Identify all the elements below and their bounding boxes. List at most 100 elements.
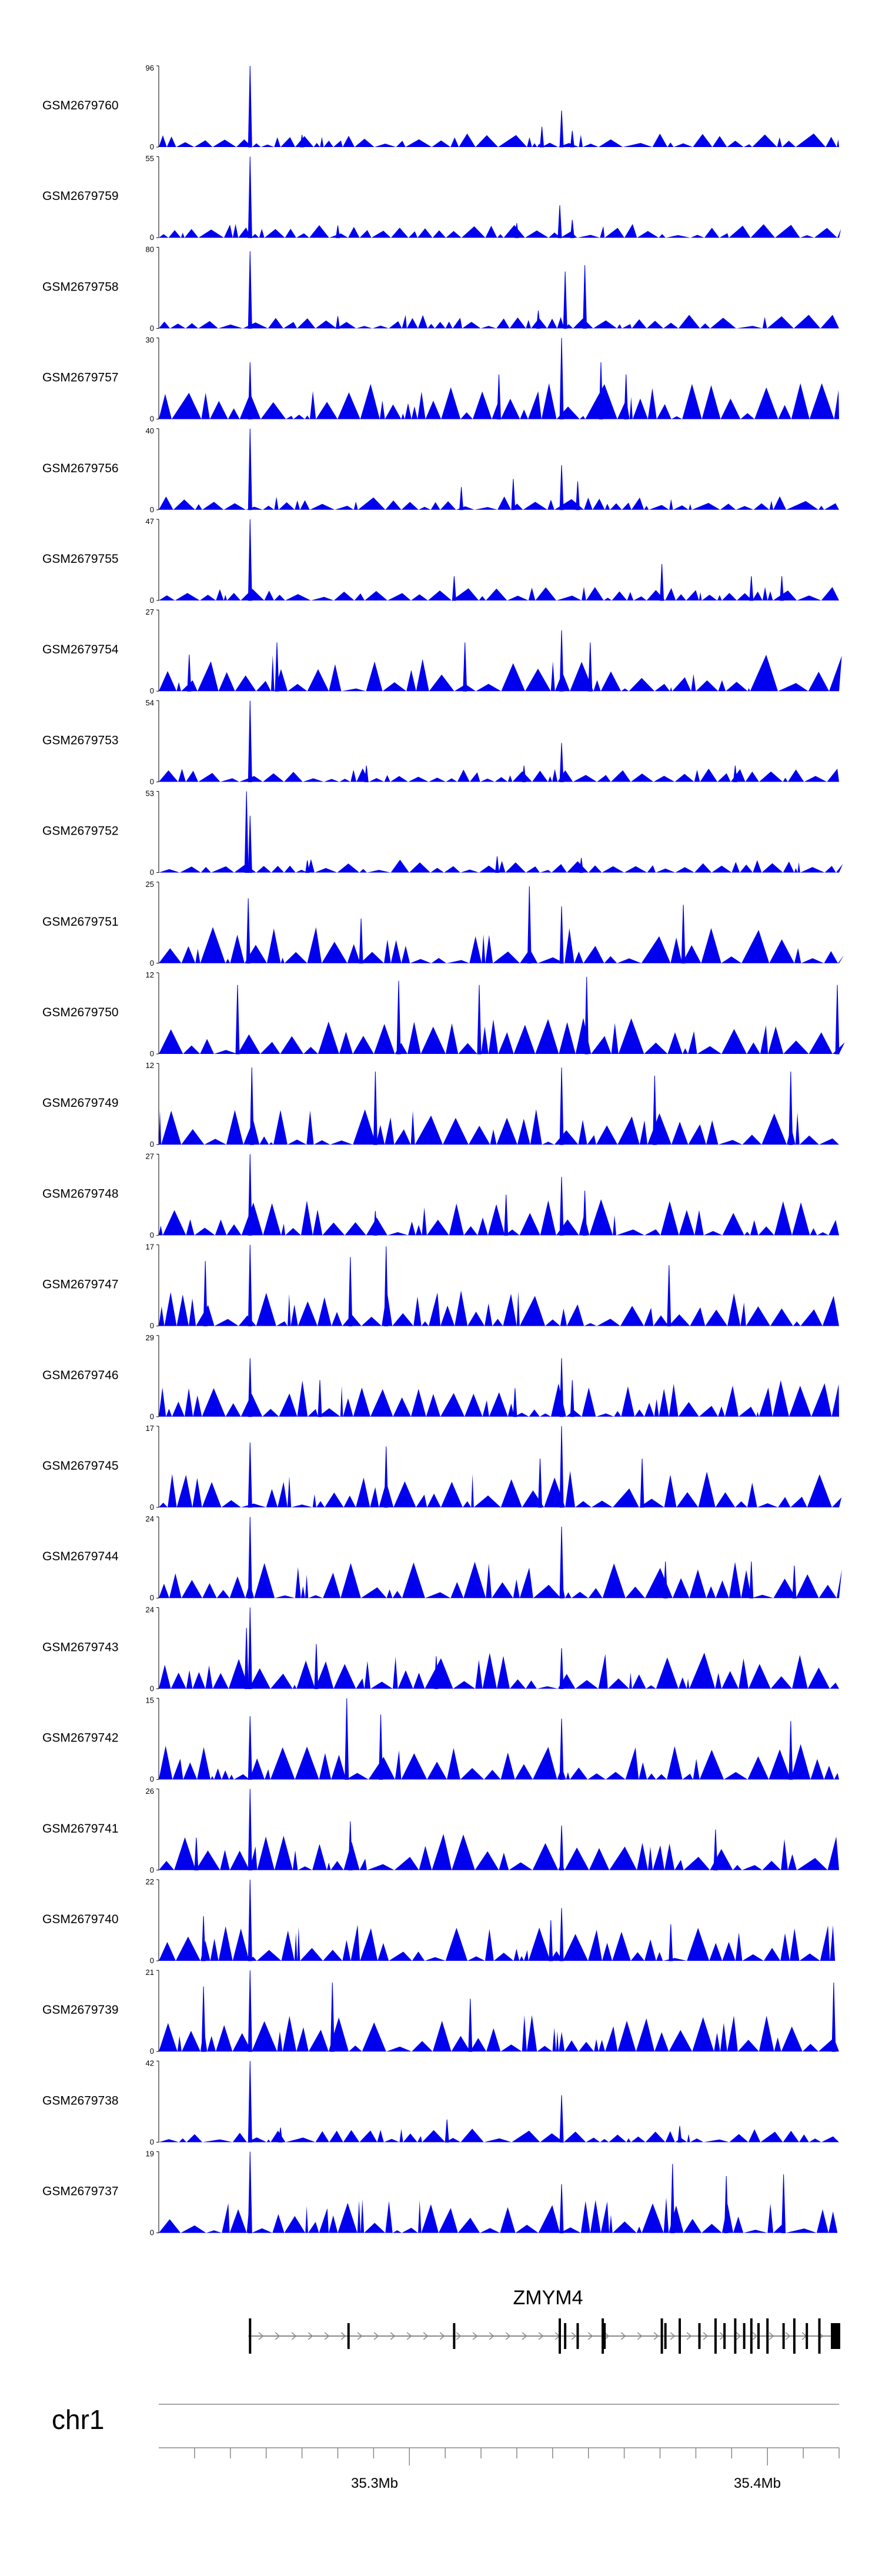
gene-exon xyxy=(602,2318,604,2354)
track-label: GSM2679745 xyxy=(42,1459,119,1473)
track-peak xyxy=(248,1442,252,1508)
track-ymin-label: 0 xyxy=(150,1230,154,1239)
track-GSM2679752: GSM2679752 53 0 xyxy=(42,789,843,877)
track-label: GSM2679737 xyxy=(42,2185,119,2198)
track-peak xyxy=(559,630,564,692)
track-GSM2679751: GSM2679751 25 0 xyxy=(42,880,844,967)
gene-strand-arrow xyxy=(489,2332,495,2340)
track-peak xyxy=(248,1607,252,1689)
track-label: GSM2679738 xyxy=(42,2094,119,2107)
track-peak xyxy=(559,1426,564,1508)
track-GSM2679739: GSM2679739 21 0 xyxy=(42,1968,839,2056)
gene-exon xyxy=(576,2323,579,2349)
gene-strand-arrow xyxy=(472,2332,478,2340)
track-GSM2679744: GSM2679744 24 0 xyxy=(42,1514,842,1602)
track-peak xyxy=(559,1526,564,1599)
gene-utr-block xyxy=(831,2323,840,2349)
track-peak xyxy=(537,1459,543,1508)
track-GSM2679742: GSM2679742 15 0 xyxy=(42,1696,839,1784)
track-peak xyxy=(789,1721,793,1780)
track-signal-area xyxy=(159,927,844,963)
gene-strand-arrow xyxy=(291,2332,297,2340)
track-peak xyxy=(248,1788,252,1871)
gene-strand-arrow xyxy=(390,2332,396,2340)
track-label: GSM2679743 xyxy=(42,1640,119,1654)
track-ymax-label: 15 xyxy=(146,1696,154,1705)
gene-strand-arrow xyxy=(686,2332,692,2340)
track-peak xyxy=(733,765,737,782)
track-peak xyxy=(359,918,363,964)
track-peak xyxy=(559,1908,564,1961)
gene-exon xyxy=(723,2323,726,2349)
track-ymax-label: 12 xyxy=(146,1061,154,1070)
gene-strand-arrow xyxy=(785,2332,791,2340)
track-peak xyxy=(248,700,252,782)
track-signal-area xyxy=(159,655,842,692)
gene-strand-arrow xyxy=(340,2332,346,2340)
gene-exon xyxy=(734,2318,737,2354)
gene-strand-arrow xyxy=(571,2332,577,2340)
track-peak xyxy=(275,642,279,692)
track-ymax-label: 19 xyxy=(146,2150,154,2158)
track-GSM2679754: GSM2679754 27 0 xyxy=(42,608,842,695)
track-GSM2679740: GSM2679740 22 0 xyxy=(42,1877,836,1965)
track-signal-area xyxy=(159,134,839,147)
track-peak xyxy=(248,1970,252,2052)
track-label: GSM2679754 xyxy=(42,643,119,656)
track-ymin-label: 0 xyxy=(150,959,154,967)
track-label: GSM2679755 xyxy=(42,552,119,566)
track-peak xyxy=(445,2119,449,2143)
track-peak xyxy=(511,479,516,510)
track-peak xyxy=(248,2151,252,2234)
track-signal-area xyxy=(159,2015,839,2052)
track-label: GSM2679749 xyxy=(42,1096,119,1110)
track-peak xyxy=(781,2174,786,2234)
track-ymax-label: 24 xyxy=(146,1605,154,1614)
track-peak xyxy=(559,110,564,148)
track-label: GSM2679742 xyxy=(42,1731,119,1745)
gene-exon xyxy=(743,2323,746,2349)
track-peak xyxy=(663,1561,668,1599)
track-label: GSM2679752 xyxy=(42,825,119,838)
gene-strand-arrow xyxy=(604,2332,610,2340)
gene-exon xyxy=(818,2318,821,2354)
axis-tick-label-35.3: 35.3Mb xyxy=(351,2475,398,2491)
track-signal-area xyxy=(159,1744,839,1780)
track-signal-area xyxy=(159,1653,839,1689)
track-peak xyxy=(557,205,562,238)
track-label: GSM2679747 xyxy=(42,1278,119,1292)
track-peak xyxy=(318,1380,322,1417)
track-peak xyxy=(670,2164,675,2234)
track-peak xyxy=(203,1261,208,1327)
track-peak xyxy=(559,1825,564,1871)
track-signal-area xyxy=(159,223,841,238)
gene-strand-arrow xyxy=(505,2332,511,2340)
track-label: GSM2679744 xyxy=(42,1550,119,1563)
track-peak xyxy=(536,310,541,329)
track-signal-area xyxy=(159,2197,838,2233)
track-peak xyxy=(563,271,567,329)
track-GSM2679760: GSM2679760 96 0 xyxy=(42,64,839,151)
gene-exon xyxy=(564,2323,567,2349)
track-label: GSM2679753 xyxy=(42,733,119,747)
track-GSM2679737: GSM2679737 19 0 xyxy=(42,2150,838,2237)
track-peak xyxy=(244,791,249,873)
track-ymin-label: 0 xyxy=(150,1866,154,1874)
gene-strand-arrow xyxy=(456,2332,462,2340)
gene-strand-arrow xyxy=(653,2332,659,2340)
chromosome-label: chr1 xyxy=(52,2404,104,2435)
track-ymin-label: 0 xyxy=(150,2137,154,2146)
track-peak xyxy=(378,1714,383,1780)
track-peak xyxy=(513,1388,517,1417)
track-signal-area xyxy=(159,586,839,600)
track-peak xyxy=(348,1257,353,1327)
track-peak xyxy=(669,1924,673,1961)
genome-axis: chr1 35.3Mb 35.4Mb xyxy=(52,2404,840,2491)
track-signal-area xyxy=(159,2128,839,2143)
track-peak xyxy=(345,1698,349,1780)
track-label: GSM2679759 xyxy=(42,189,119,203)
track-peak xyxy=(579,857,584,873)
track-peak xyxy=(831,1982,836,2052)
track-ymax-label: 26 xyxy=(146,1787,154,1796)
gene-exon xyxy=(757,2323,760,2349)
